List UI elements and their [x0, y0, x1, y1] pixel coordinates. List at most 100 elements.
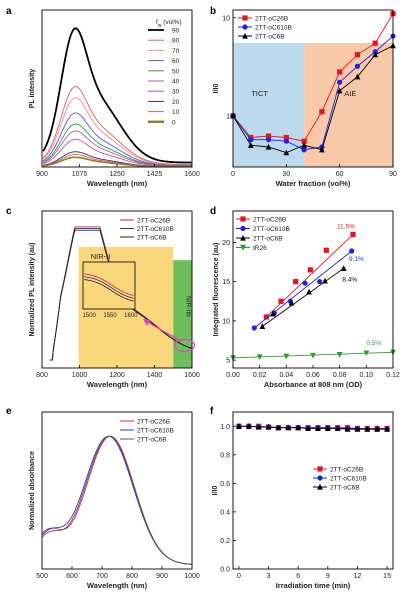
data-point	[307, 267, 313, 273]
x-tick-label: 0.10	[360, 372, 374, 379]
legend-marker	[317, 483, 323, 490]
legend-label: 40	[172, 79, 180, 86]
zoom-arrow	[146, 321, 182, 342]
x-tick-label: 6	[296, 573, 300, 580]
panel-e: e 500 600 700 800 900 1000 Wavelength (nm) Norma…	[6, 406, 200, 590]
x-tick-label: 0.06	[306, 372, 320, 379]
data-point	[305, 425, 311, 432]
x-tick-label: 90	[389, 171, 397, 178]
legend-label: 0	[172, 119, 176, 126]
data-point	[318, 146, 325, 153]
x-tick-label: 60	[336, 171, 344, 178]
data-point	[363, 350, 370, 357]
data-point	[306, 288, 312, 295]
data-point	[270, 310, 276, 317]
data-point	[283, 134, 289, 141]
fit-line	[266, 234, 354, 318]
x-tick-label: 0	[231, 171, 235, 178]
data-point	[319, 109, 325, 115]
data-point	[336, 352, 343, 358]
data-point	[283, 353, 290, 360]
legend-label: 2TT-oC6B	[255, 34, 285, 41]
data-point	[295, 424, 302, 431]
x-tick-label: 15	[383, 573, 391, 580]
data-point	[285, 424, 292, 431]
data-point	[372, 51, 379, 58]
y-tick-label: 5	[226, 358, 230, 365]
legend-label: 90	[172, 28, 180, 35]
inset-frame	[82, 261, 136, 310]
legend-label: 20	[172, 99, 180, 106]
panel-letter: c	[6, 206, 12, 217]
data-point	[349, 248, 355, 254]
legend-marker	[317, 466, 323, 472]
inset-series-line	[84, 279, 134, 302]
data-point	[265, 133, 272, 139]
data-point	[278, 298, 284, 304]
data-point	[340, 265, 347, 271]
legend-label: 2TT-oC6B	[330, 485, 360, 492]
data-point	[374, 426, 381, 432]
y-tick-label: 15	[222, 279, 230, 286]
y-tick-label: 0.0	[220, 567, 230, 574]
y-axis-label: Integrated fluorescence (au)	[213, 243, 220, 337]
series-line	[42, 435, 192, 565]
data-point	[255, 423, 262, 430]
legend-title-sub: w	[158, 23, 162, 29]
x-tick-label: 900	[36, 171, 48, 178]
data-point	[265, 423, 272, 430]
legend-label: 2TT-oC610B	[253, 226, 290, 233]
x-axis-label: Irradiation time (min)	[276, 581, 351, 590]
x-tick-label: 0.08	[333, 372, 347, 379]
y-tick-label: 1.0	[220, 424, 230, 431]
x-tick-label: 1000	[72, 372, 88, 379]
data-point	[354, 52, 361, 58]
panel-letter: f	[210, 406, 214, 417]
legend-label: 30	[172, 89, 180, 96]
legend-marker	[242, 24, 248, 30]
region-label: AIE	[344, 89, 356, 98]
legend-label: 80	[172, 38, 180, 45]
y-axis-label: I/I0	[213, 84, 220, 94]
inset-tick-label: 1500	[83, 313, 97, 319]
series-line-90	[42, 27, 192, 164]
series-line	[42, 435, 192, 565]
data-point	[354, 63, 361, 69]
legend-label: 2TT-oC610B	[137, 226, 174, 233]
data-point	[248, 137, 254, 143]
legend-marker	[240, 244, 246, 251]
zoom-ellipse	[173, 338, 196, 352]
y-axis-label: Normalized PL intensity (au)	[29, 243, 36, 337]
data-point	[315, 425, 321, 432]
data-point	[245, 423, 252, 429]
legend-label: 2TT-oC6B	[137, 437, 167, 444]
x-tick-label: 0.00	[226, 372, 240, 379]
series-line	[238, 425, 388, 430]
x-axis-label: Water fraction (vol%)	[276, 179, 351, 188]
legend-label: 2TT-oC610B	[330, 476, 367, 483]
x-tick-label: 1075	[72, 171, 88, 178]
legend-marker	[240, 234, 246, 241]
x-axis-label: Absorbance at 808 nm (OD)	[264, 380, 363, 389]
x-tick-label: 900	[156, 573, 168, 580]
region-label: TICT	[251, 89, 268, 98]
panel-letter: b	[210, 6, 216, 17]
data-point	[324, 425, 331, 432]
x-tick-label: 600	[66, 573, 78, 580]
y-tick-label: 20	[222, 240, 230, 247]
data-point	[354, 426, 361, 432]
x-tick-label: 1000	[184, 573, 200, 580]
data-point	[265, 143, 272, 150]
legend-label: 2TT-oC610B	[255, 25, 292, 32]
x-tick-label: 1600	[184, 171, 200, 178]
data-point	[288, 299, 295, 306]
legend-label: 2TT-oC26B	[137, 419, 170, 426]
y-tick-label: 0.8	[220, 452, 230, 459]
panel-letter: a	[6, 6, 12, 17]
series-line	[42, 435, 192, 565]
region-label: NIR-II	[91, 252, 111, 261]
x-tick-label: 1400	[147, 372, 163, 379]
data-point	[364, 426, 371, 432]
x-axis-label: Wavelength (nm)	[87, 581, 148, 590]
